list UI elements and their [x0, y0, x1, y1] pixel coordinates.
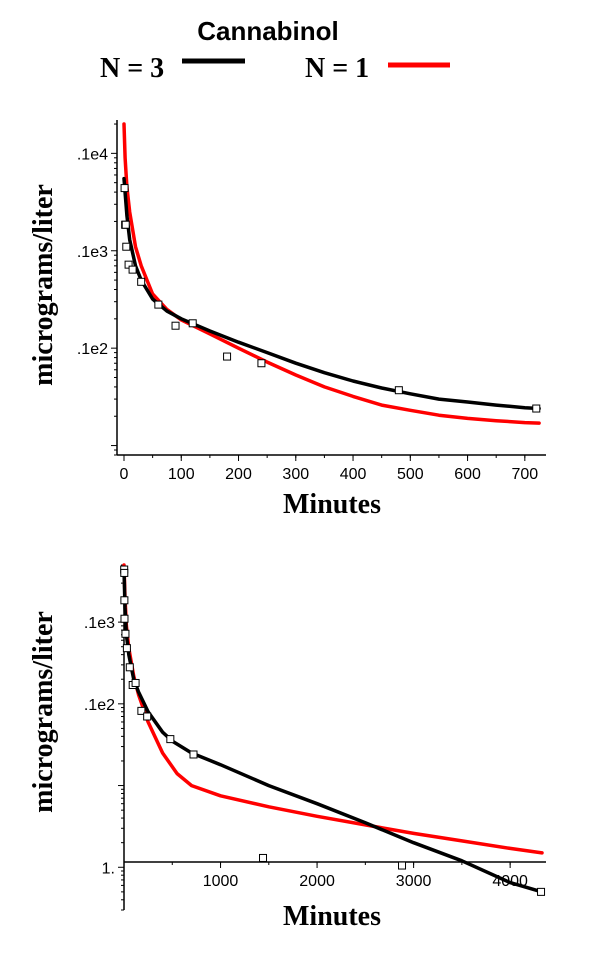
- data-point: [171, 321, 180, 330]
- y-tick-label: .1e2: [77, 341, 108, 358]
- series-line-n3: [122, 176, 541, 411]
- x-tick-label: 600: [454, 466, 481, 483]
- series-line-n1: [122, 122, 541, 425]
- x-tick-label: 1000: [203, 873, 239, 890]
- y-tick-label: .1e3: [77, 244, 108, 261]
- data-point: [188, 319, 197, 328]
- x-tick-label: 200: [225, 466, 252, 483]
- y-tick-label: .1e2: [84, 697, 115, 714]
- data-point: [122, 242, 131, 251]
- data-point: [189, 750, 198, 759]
- data-point: [121, 220, 130, 229]
- data-point: [143, 712, 152, 721]
- x-tick-label: 100: [168, 466, 195, 483]
- x-tick-label: 2000: [299, 873, 335, 890]
- y-tick-label: 1.: [102, 860, 115, 877]
- chart-panel-top: Minutes micrograms/liter 0 100 200 300 400 50…: [28, 120, 546, 520]
- data-point: [120, 596, 129, 605]
- x-tick-label: 500: [397, 466, 424, 483]
- data-point: [120, 568, 129, 577]
- chart-panel-bottom: Minutes micrograms/liter 1000 2000 3000 400…: [28, 563, 546, 932]
- x-tick-label: 3000: [396, 873, 432, 890]
- data-point: [125, 663, 134, 672]
- data-point: [120, 184, 129, 193]
- x-axis-title-bottom: Minutes: [283, 901, 381, 932]
- data-point: [532, 404, 541, 413]
- data-point: [154, 300, 163, 309]
- y-axis-title-bottom: micrograms/liter: [28, 611, 59, 813]
- data-point: [120, 614, 129, 623]
- y-tick-label: .1e3: [84, 615, 115, 632]
- legend-label-n3: N = 3: [100, 53, 164, 84]
- data-point: [122, 644, 131, 653]
- legend-label-n1: N = 1: [305, 53, 369, 84]
- x-axis-title-top: Minutes: [283, 489, 381, 520]
- x-tick-label: 700: [511, 466, 538, 483]
- data-point: [121, 629, 130, 638]
- data-point: [257, 359, 266, 368]
- chart-title: Cannabinol: [197, 16, 339, 46]
- data-point: [259, 853, 268, 862]
- x-tick-label: 0: [120, 466, 129, 483]
- data-point: [223, 352, 232, 361]
- y-axis-title-top: micrograms/liter: [28, 184, 59, 386]
- data-point: [394, 386, 403, 395]
- y-tick-label: .1e4: [77, 146, 108, 163]
- x-tick-label: 300: [282, 466, 309, 483]
- x-tick-label: 400: [340, 466, 367, 483]
- data-point: [128, 265, 137, 274]
- data-point: [398, 861, 407, 870]
- data-point: [137, 706, 146, 715]
- data-point: [131, 678, 140, 687]
- data-point: [124, 260, 133, 269]
- data-point: [137, 277, 146, 286]
- data-point: [166, 735, 175, 744]
- data-point: [537, 887, 546, 896]
- legend: N = 3 N = 1: [100, 53, 450, 84]
